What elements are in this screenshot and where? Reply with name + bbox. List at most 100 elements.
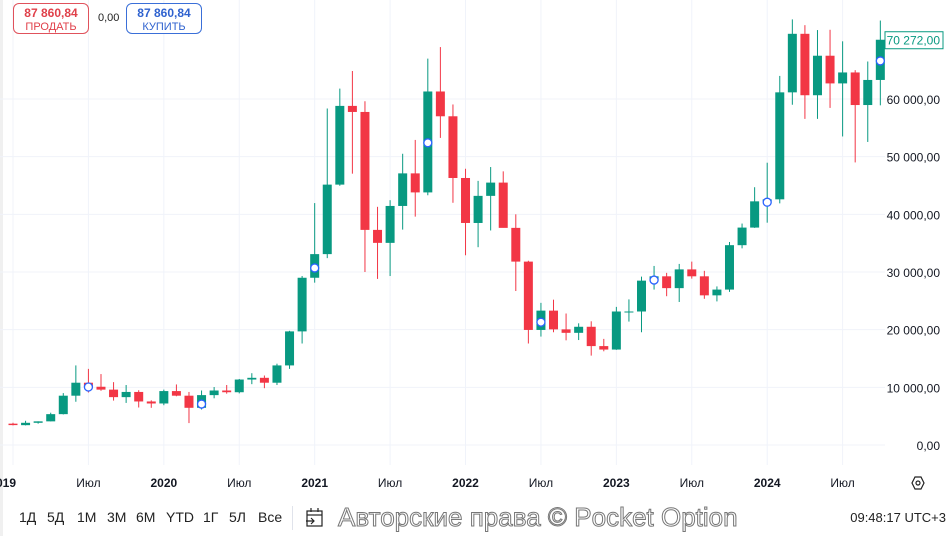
candle-body [58,395,68,415]
spread: 0,00 [98,12,120,24]
candle-body [599,346,609,350]
candle-body [285,331,295,366]
axis-settings-icon[interactable] [911,476,925,490]
candle [637,276,646,333]
candle-body [96,386,106,390]
range-5y[interactable]: 5Л [229,509,246,525]
sell-button[interactable]: 87 860,84 ПРОДАТЬ [13,3,89,34]
candle-body [222,390,232,393]
candle [549,299,559,333]
candle-body [486,182,496,196]
candle [574,323,584,341]
candle [486,167,496,231]
candle-body [109,389,119,398]
candle [171,384,181,397]
candle-body [637,280,646,312]
candle [624,299,634,322]
hexagon-shape [911,476,925,490]
candle-body [699,276,709,296]
candle [838,41,848,137]
go-to-date-icon[interactable] [305,507,325,529]
candle [285,330,295,369]
candle-body [473,195,483,223]
candle-body [448,116,458,178]
range-6m[interactable]: 6M [136,509,156,525]
x-tick-label: 2023 [603,476,630,490]
candle [775,75,785,204]
left-edge [0,0,3,536]
candle-body [574,326,584,333]
candle-body [347,105,357,112]
last-price-label: 70 272,00 [887,34,941,48]
candle [523,260,533,344]
candle-body [812,55,822,96]
event-marker [536,317,546,327]
candle-body [373,229,383,243]
candle-body [71,382,81,396]
candle-body [549,310,559,330]
candle-body [674,269,684,289]
candle-body [775,92,785,200]
buy-button[interactable]: 87 860,84 КУПИТЬ [126,3,202,34]
x-tick-label: Июл [830,476,854,490]
x-tick-label: Июл [680,476,704,490]
candle [360,101,370,272]
sell-label: ПРОДАТЬ [25,21,77,33]
candle [473,180,483,248]
candle-body [611,311,621,350]
candle [435,47,445,138]
x-tick-label: Июл [529,476,553,490]
range-1y[interactable]: 1Г [203,509,219,525]
candle-body [184,395,194,408]
range-ytd[interactable]: YTD [166,509,194,525]
candle-body [687,269,697,277]
candle-body [209,390,219,396]
candle [322,108,332,259]
event-marker [196,399,207,409]
candle [461,168,471,256]
clock[interactable]: 09:48:17 UTC+3 [850,510,946,525]
candle-body [46,414,56,422]
candle [825,29,835,108]
candle [121,385,131,403]
candle [674,263,684,302]
candle [58,393,68,415]
range-1m[interactable]: 1M [77,509,97,525]
candle-body [159,391,169,404]
candle [159,389,169,406]
y-tick-label: 20 000,00 [887,324,941,338]
range-all[interactable]: Все [258,509,283,525]
buy-price: 87 860,84 [137,6,191,20]
candle-body [385,205,395,243]
candle-body [33,421,43,423]
candlestick-chart[interactable]: 0,00 10 000,00 20 000,00 30 000,00 40 000,00… [0,0,950,500]
candle-body [825,55,835,84]
range-1d[interactable]: 1Д [19,509,37,525]
candle [21,420,31,426]
candle-body [435,91,445,117]
sell-price: 87 860,84 [24,6,78,20]
candle-body [523,261,533,330]
x-tick-label: 2022 [452,476,479,490]
candle-body [724,245,734,290]
x-tick-label: 2020 [150,476,177,490]
candle-body [21,422,31,426]
x-tick-label: Июл [378,476,402,490]
candle [687,261,697,279]
candle [599,338,609,352]
candle-body [322,184,332,255]
divider [292,506,293,530]
candle [410,139,420,217]
candle [787,19,797,105]
range-5d[interactable]: 5Д [47,509,65,525]
event-marker [875,56,885,66]
y-tick-label: 10 000,00 [887,381,941,395]
candle [96,374,106,391]
candle-body [247,377,257,380]
range-3m[interactable]: 3M [107,509,127,525]
candle [134,390,144,408]
candle-body [398,173,408,206]
candle-body [863,79,873,106]
candle [863,61,873,142]
candle [209,387,219,399]
